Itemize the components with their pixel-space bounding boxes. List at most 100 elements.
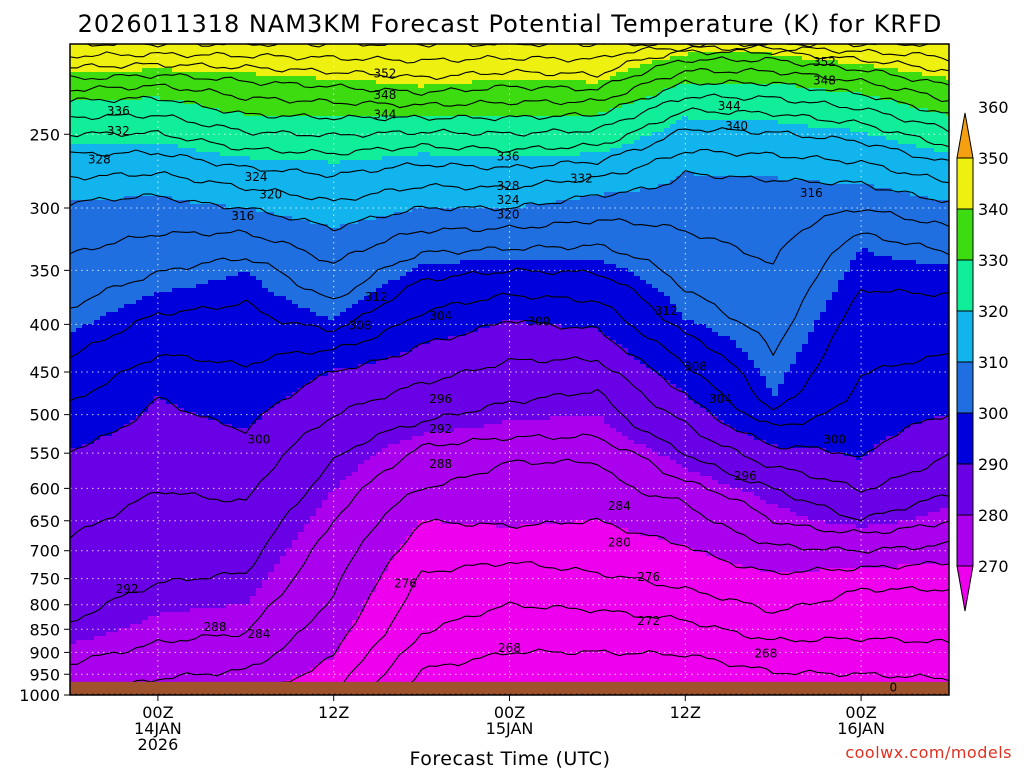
fill-cell [112, 384, 119, 389]
fill-cell [112, 68, 119, 73]
fill-cell [106, 592, 113, 597]
fill-cell [118, 140, 125, 145]
fill-cell [106, 232, 113, 237]
fill-cell [82, 216, 89, 221]
fill-cell [76, 560, 83, 565]
fill-cell [118, 632, 125, 637]
fill-cell [76, 508, 83, 513]
fill-cell [124, 296, 131, 301]
fill-cell [100, 312, 107, 317]
fill-cell [88, 588, 95, 593]
fill-cell [94, 484, 101, 489]
fill-cell [112, 156, 119, 161]
fill-cell [70, 616, 77, 621]
fill-cell [112, 212, 119, 217]
fill-cell [94, 476, 101, 481]
fill-cell [94, 656, 101, 661]
fill-cell [118, 668, 125, 673]
fill-cell [94, 308, 101, 313]
fill-cell [70, 156, 77, 161]
fill-cell [88, 364, 95, 369]
fill-cell [82, 536, 89, 541]
fill-cell [88, 496, 95, 501]
fill-cell [70, 420, 77, 425]
fill-cell [76, 304, 83, 309]
fill-cell [112, 540, 119, 545]
fill-cell [94, 180, 101, 185]
fill-cell [94, 184, 101, 189]
fill-cell [106, 184, 113, 189]
fill-cell [82, 236, 89, 241]
fill-cell [106, 280, 113, 285]
potential-temperature-chart: 2026011318 NAM3KM Forecast Potential Tem… [0, 0, 1024, 768]
fill-cell [70, 328, 77, 333]
fill-cell [124, 144, 131, 149]
fill-cell [76, 400, 83, 405]
fill-cell [118, 356, 125, 361]
fill-cell [106, 608, 113, 613]
fill-cell [82, 256, 89, 261]
fill-cell [82, 564, 89, 569]
fill-cell [112, 144, 119, 149]
fill-cell [70, 540, 77, 545]
fill-cell [82, 640, 89, 645]
fill-cell [76, 516, 83, 521]
fill-cell [106, 80, 113, 85]
fill-cell [112, 228, 119, 233]
fill-cell [124, 140, 131, 145]
fill-cell [106, 420, 113, 425]
fill-cell [94, 472, 101, 477]
fill-cell [100, 656, 107, 661]
fill-cell [94, 592, 101, 597]
fill-cell [82, 428, 89, 433]
fill-cell [118, 420, 125, 425]
fill-cell [82, 456, 89, 461]
fill-cell [94, 324, 101, 329]
fill-cell [100, 616, 107, 621]
fill-cell [82, 316, 89, 321]
fill-cell [70, 312, 77, 317]
fill-cell [82, 516, 89, 521]
fill-cell [76, 120, 83, 125]
fill-cell [112, 180, 119, 185]
fill-cell [112, 316, 119, 321]
fill-cell [88, 336, 95, 341]
fill-cell [118, 624, 125, 629]
fill-cell [100, 464, 107, 469]
fill-cell [94, 88, 101, 93]
fill-cell [106, 364, 113, 369]
fill-cell [76, 376, 83, 381]
fill-cell [100, 212, 107, 217]
fill-cell [94, 648, 101, 653]
fill-cell [112, 216, 119, 221]
fill-cell [70, 436, 77, 441]
fill-cell [100, 400, 107, 405]
fill-cell [94, 480, 101, 485]
fill-cell [76, 512, 83, 517]
fill-cell [76, 460, 83, 465]
fill-cell [82, 584, 89, 589]
fill-cell [94, 124, 101, 129]
fill-cell [82, 352, 89, 357]
fill-cell [94, 456, 101, 461]
fill-cell [112, 148, 119, 153]
fill-cell [76, 48, 83, 53]
fill-cell [94, 552, 101, 557]
fill-cell [94, 528, 101, 533]
fill-cell [106, 144, 113, 149]
fill-cell [100, 220, 107, 225]
fill-cell [94, 504, 101, 509]
fill-cell [82, 188, 89, 193]
fill-cell [94, 352, 101, 357]
fill-cell [70, 280, 77, 285]
fill-cell [76, 568, 83, 573]
fill-cell [76, 440, 83, 445]
fill-cell [70, 640, 77, 645]
fill-cell [70, 316, 77, 321]
fill-cell [100, 248, 107, 253]
fill-cell [76, 392, 83, 397]
fill-cell [94, 548, 101, 553]
fill-cell [100, 352, 107, 357]
fill-cell [106, 612, 113, 617]
fill-cell [88, 648, 95, 653]
